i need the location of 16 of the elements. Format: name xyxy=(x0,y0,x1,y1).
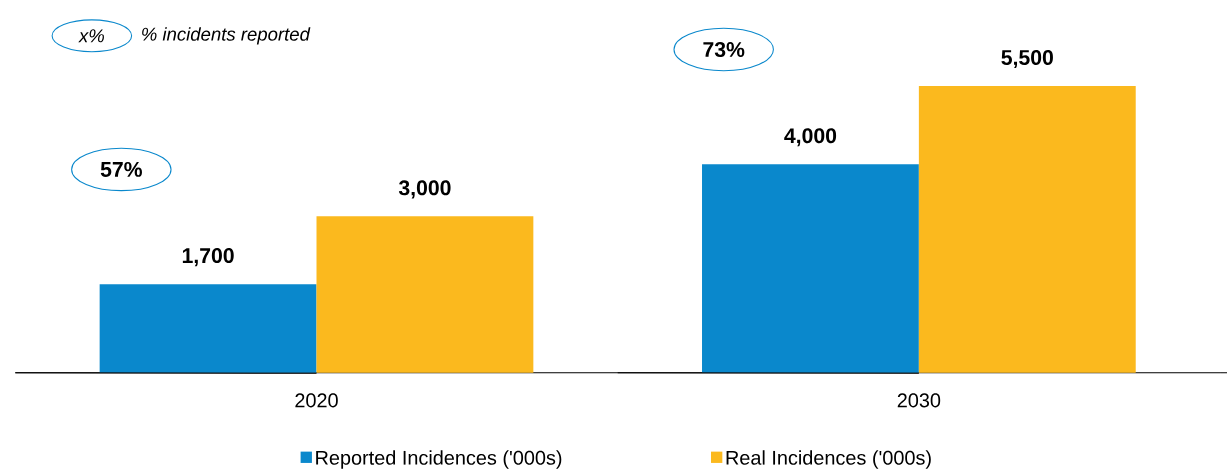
bar xyxy=(702,164,919,373)
annotation: 57% xyxy=(100,161,142,177)
data-label: 1,700 xyxy=(182,248,234,267)
text: % incidents reported xyxy=(142,27,311,45)
bar xyxy=(316,216,534,373)
bar xyxy=(918,85,1136,373)
x-tick-label: 2020 xyxy=(295,393,338,408)
data-label: 3,000 xyxy=(398,180,451,199)
data-label: 5,500 xyxy=(1001,49,1053,69)
text: x% xyxy=(78,29,104,43)
bar xyxy=(99,284,317,373)
text: 73% xyxy=(703,41,745,57)
legend-label: Reported Incidences ('000s) xyxy=(316,450,562,469)
x-tick-label: 2030 xyxy=(897,393,941,408)
legend-label: Real Incidences ('000s) xyxy=(726,450,931,469)
data-label: 4,000 xyxy=(784,128,837,147)
